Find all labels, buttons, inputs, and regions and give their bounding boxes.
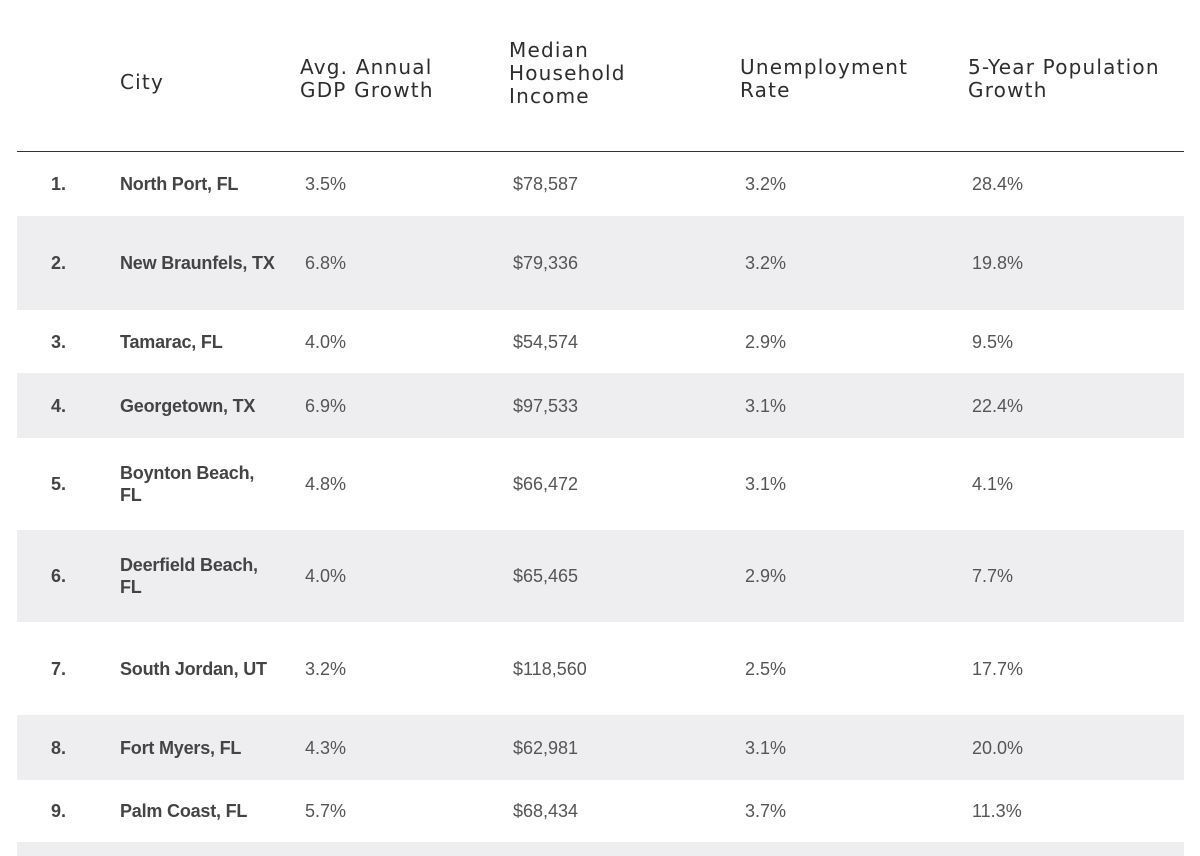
gdp-growth-cell: 5.7% (305, 801, 347, 821)
header-gdp-growth: Avg. Annual GDP Growth (300, 55, 434, 102)
table-row: 3. Tamarac, FL 4.0% $54,574 2.9% 9.5% (17, 310, 1184, 373)
population-growth-cell: 9.5% (972, 331, 1014, 352)
rank-cell: 2. (51, 253, 67, 273)
header-population-growth: 5-Year Population Growth (968, 55, 1160, 102)
gdp-growth-cell: 3.2% (305, 658, 347, 679)
rank-cell: 9. (51, 801, 67, 821)
median-income-cell: $78,587 (513, 174, 579, 194)
population-growth-cell: 22.4% (972, 395, 1024, 416)
unemployment-cell: 3.2% (745, 253, 787, 273)
city-cell: Palm Coast, FL (120, 801, 248, 821)
median-income-cell: $68,434 (513, 801, 579, 821)
rank-cell: 8. (51, 737, 67, 758)
city-cell: South Jordan, UT (120, 658, 267, 679)
rank-cell: 7. (51, 658, 67, 679)
table-row: 9. Palm Coast, FL 5.7% $68,434 3.7% 11.3% (17, 780, 1184, 842)
city-cell: Tamarac, FL (120, 331, 223, 352)
population-growth-cell: 28.4% (972, 174, 1024, 194)
unemployment-cell: 3.2% (745, 174, 787, 194)
unemployment-cell: 2.9% (745, 331, 787, 352)
median-income-cell: $79,336 (513, 253, 579, 273)
unemployment-cell: 3.1% (745, 737, 787, 758)
rank-cell: 6. (51, 566, 67, 586)
city-cell: Deerfield Beach, FL (120, 555, 258, 597)
unemployment-cell: 2.5% (745, 658, 787, 679)
table-row-partial (17, 842, 1184, 856)
rank-cell: 4. (51, 395, 67, 416)
table-row: 4. Georgetown, TX 6.9% $97,533 3.1% 22.4% (17, 373, 1184, 438)
table-header: City Avg. Annual GDP Growth Median House… (0, 0, 1200, 152)
population-growth-cell: 20.0% (972, 737, 1024, 758)
table-row: 7. South Jordan, UT 3.2% $118,560 2.5% 17.7% (17, 622, 1184, 715)
gdp-growth-cell: 4.0% (305, 566, 347, 586)
header-median-income: Median Household Income (509, 38, 626, 108)
header-unemployment: Unemployment Rate (740, 55, 909, 102)
population-growth-cell: 7.7% (972, 566, 1014, 586)
median-income-cell: $62,981 (513, 737, 579, 758)
median-income-cell: $54,574 (513, 331, 579, 352)
population-growth-cell: 11.3% (972, 801, 1022, 821)
table-row: 2. New Braunfels, TX 6.8% $79,336 3.2% 19.8% (17, 216, 1184, 310)
population-growth-cell: 19.8% (972, 253, 1024, 273)
table-row: 1. North Port, FL 3.5% $78,587 3.2% 28.4% (17, 152, 1184, 216)
median-income-cell: $118,560 (513, 658, 587, 679)
city-cell: North Port, FL (120, 174, 239, 194)
table-row: 6. Deerfield Beach, FL 4.0% $65,465 2.9% 7.7% (17, 530, 1184, 622)
header-city: City (120, 70, 164, 94)
unemployment-cell: 3.1% (745, 474, 787, 494)
rank-cell: 1. (51, 174, 67, 194)
rank-cell: 3. (51, 331, 67, 352)
population-growth-cell: 17.7% (972, 658, 1024, 679)
median-income-cell: $65,465 (513, 566, 579, 586)
median-income-cell: $97,533 (513, 395, 579, 416)
unemployment-cell: 3.7% (745, 801, 787, 821)
table-row: 5. Boynton Beach, FL 4.8% $66,472 3.1% 4.1% (17, 438, 1184, 530)
gdp-growth-cell: 4.3% (305, 737, 347, 758)
gdp-growth-cell: 3.5% (305, 174, 347, 194)
unemployment-cell: 2.9% (745, 566, 787, 586)
city-cell: Boynton Beach, FL (120, 463, 255, 505)
gdp-growth-cell: 6.9% (305, 395, 347, 416)
rank-cell: 5. (51, 474, 67, 494)
gdp-growth-cell: 4.8% (305, 474, 347, 494)
header-divider (17, 151, 1184, 152)
city-cell: Georgetown, TX (120, 395, 256, 416)
median-income-cell: $66,472 (513, 474, 579, 494)
gdp-growth-cell: 6.8% (305, 253, 347, 273)
table-row: 8. Fort Myers, FL 4.3% $62,981 3.1% 20.0% (17, 715, 1184, 780)
gdp-growth-cell: 4.0% (305, 331, 347, 352)
population-growth-cell: 4.1% (972, 474, 1014, 494)
unemployment-cell: 3.1% (745, 395, 787, 416)
city-cell: New Braunfels, TX (120, 253, 275, 273)
city-cell: Fort Myers, FL (120, 737, 242, 758)
